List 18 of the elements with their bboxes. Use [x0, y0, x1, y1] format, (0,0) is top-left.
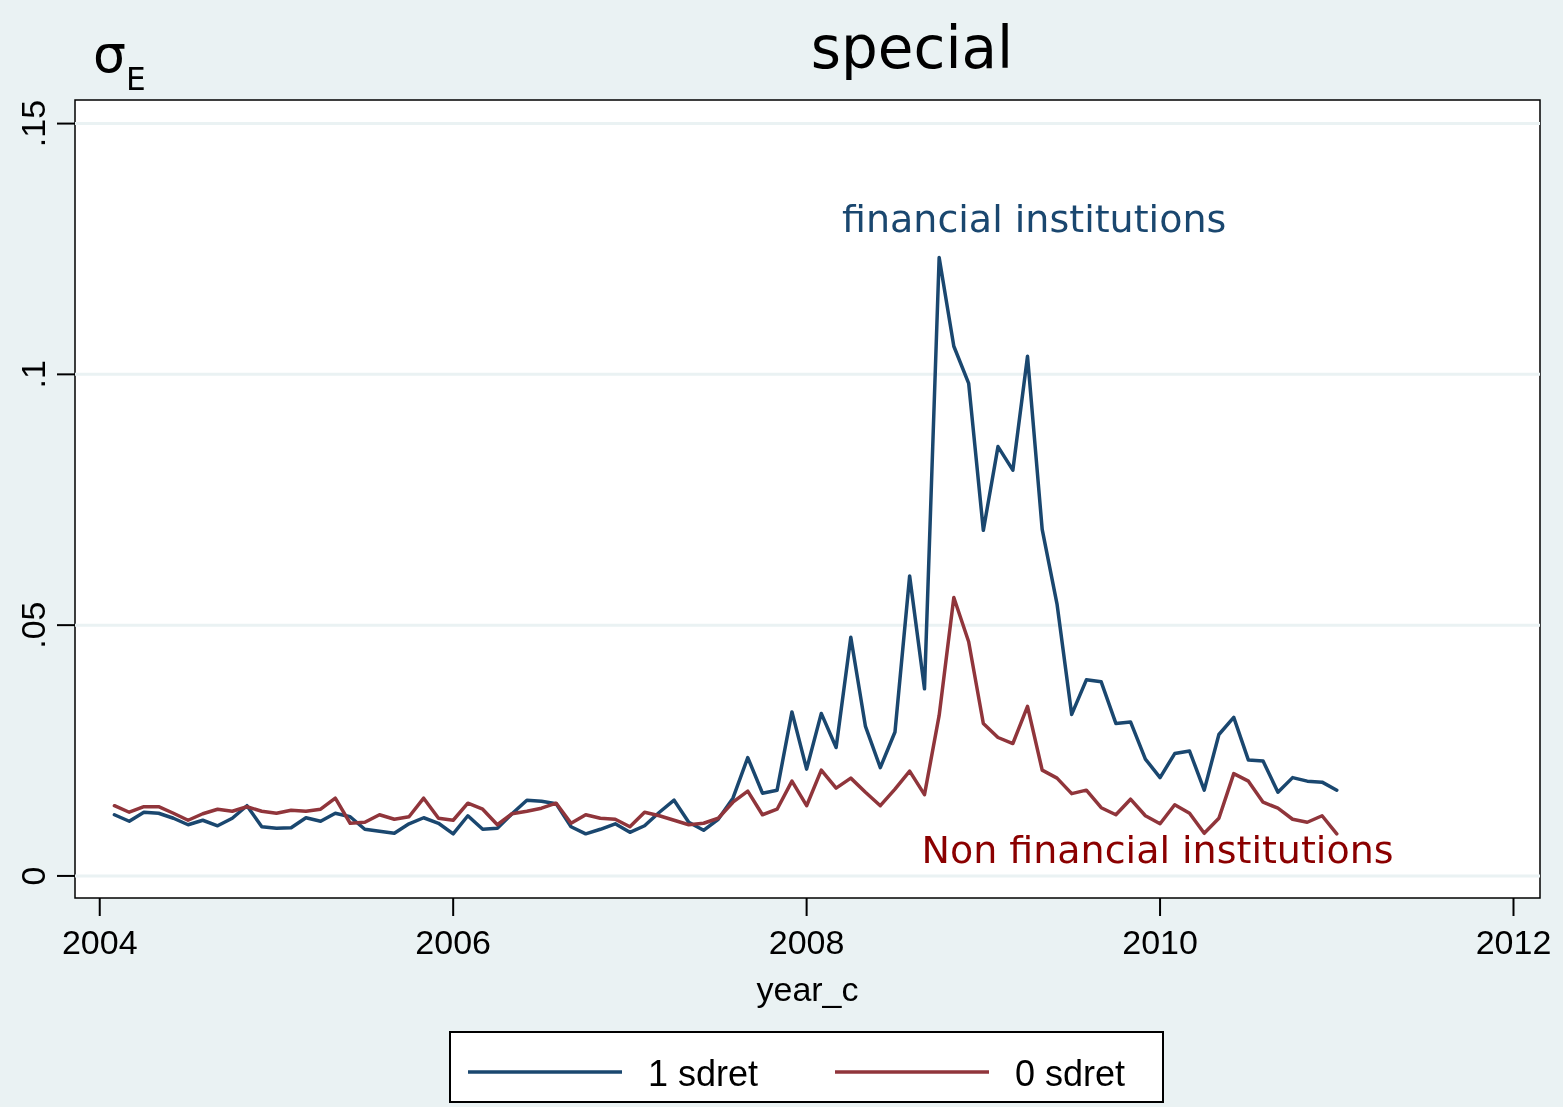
y-tick-label: .1 — [14, 360, 52, 389]
x-tick-label: 2006 — [415, 923, 491, 961]
y-axis-title: σ$_{E}$ — [93, 24, 146, 97]
x-tick-label: 2008 — [768, 923, 845, 961]
x-axis-title: year_c — [756, 970, 859, 1008]
x-tick-label: 2010 — [1122, 923, 1198, 961]
x-tick-label: 2004 — [61, 923, 138, 961]
legend-label: 1 sdret — [648, 1053, 759, 1094]
y-tick-label: 0 — [14, 866, 52, 886]
line-series — [112, 595, 1339, 836]
annotation: Non financial institutions — [921, 828, 1394, 872]
x-tick-label: 2012 — [1475, 923, 1552, 961]
line-series — [112, 255, 1339, 836]
y-tick-label: .15 — [14, 99, 52, 148]
y-tick-label: .05 — [14, 601, 52, 649]
legend-label: 0 sdret — [1015, 1053, 1126, 1094]
annotation: financial institutions — [842, 197, 1227, 242]
chart-title: special — [810, 14, 1014, 82]
